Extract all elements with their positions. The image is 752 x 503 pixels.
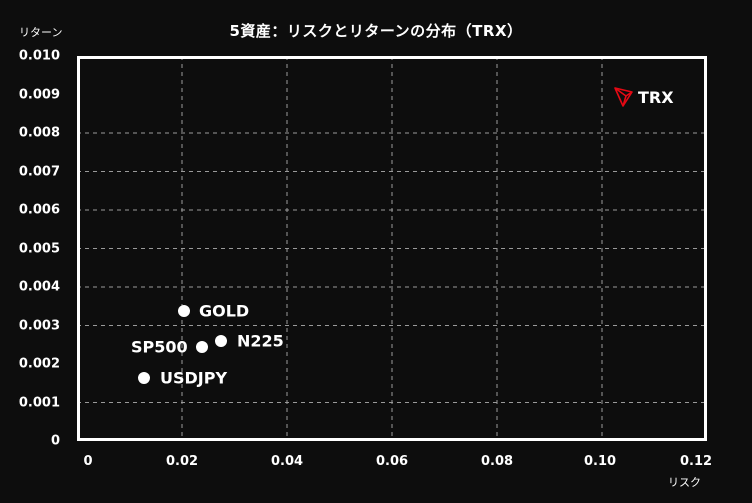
x-axis-label: リスク — [668, 476, 701, 489]
point-label-gold: GOLD — [199, 301, 250, 321]
y-tick: 0.007 — [18, 164, 60, 179]
y-axis-label: リターン — [19, 26, 63, 39]
point-label-n225: N225 — [237, 331, 284, 351]
point-label-usdjpy: USDJPY — [160, 368, 228, 388]
y-tick: 0 — [50, 433, 60, 449]
tron-logo-icon — [614, 87, 633, 107]
y-tick: 0.005 — [18, 241, 60, 256]
point-usdjpy — [138, 372, 150, 384]
x-tick: 0.08 — [480, 454, 514, 469]
grid-lines — [77, 56, 707, 441]
x-tick: 0.12 — [679, 454, 713, 469]
point-gold — [178, 305, 190, 317]
point-n225 — [215, 335, 227, 347]
x-tick: 0.10 — [583, 454, 617, 469]
y-tick: 0.010 — [18, 48, 60, 64]
point-label-trx: TRX — [638, 87, 674, 107]
y-tick: 0.001 — [18, 395, 60, 410]
y-tick: 0.006 — [18, 202, 60, 218]
chart-title: 5資産：リスクとリターンの分布（TRX） — [229, 22, 523, 40]
x-tick: 0.02 — [165, 454, 199, 469]
y-tick: 0.002 — [18, 356, 60, 372]
y-tick: 0.004 — [18, 279, 60, 295]
x-tick: 0.06 — [375, 454, 409, 469]
y-tick: 0.008 — [18, 125, 60, 141]
point-trx: TRX — [613, 86, 674, 108]
y-tick: 0.003 — [18, 318, 60, 333]
x-tick: 0 — [83, 454, 93, 469]
y-tick: 0.009 — [18, 87, 60, 102]
point-sp500 — [196, 341, 208, 353]
x-tick: 0.04 — [270, 454, 304, 469]
plot-area — [77, 56, 707, 441]
point-label-sp500: SP500 — [131, 337, 188, 357]
